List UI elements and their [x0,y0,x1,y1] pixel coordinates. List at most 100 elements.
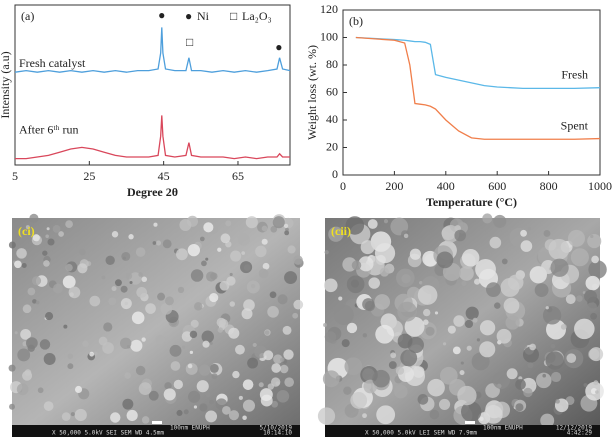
texture [129,272,142,285]
texture [461,280,467,287]
texture [155,334,165,345]
scale-bar [152,421,162,424]
texture [436,251,454,269]
texture [29,213,39,223]
texture [546,319,566,340]
y-axis-label: Intensity (a.u) [0,51,12,118]
texture [550,258,569,277]
texture [67,222,73,227]
texture [89,351,95,357]
texture [228,410,239,421]
texture [242,399,256,412]
texture [461,249,480,267]
texture [358,256,374,272]
texture [285,227,289,232]
texture [183,409,189,415]
texture [43,401,54,411]
texture [397,301,417,322]
texture [179,219,192,231]
texture [138,272,143,277]
texture [352,246,358,253]
x-tick-label: 65 [232,169,244,183]
texture [284,271,298,285]
texture [16,383,29,396]
texture [74,408,87,422]
sem-image: (ci) 100nm ENUPH X 50,000 5.0kV SEI SEM WD… [8,213,304,437]
texture [27,287,36,296]
texture [190,269,204,282]
texture [283,223,289,229]
texture [138,382,152,396]
texture [229,272,233,277]
x-axis-label: Temperature (°C) [426,195,517,209]
texture [323,278,338,293]
texture [374,294,391,310]
texture [595,390,599,394]
texture [110,412,121,423]
texture [181,331,193,342]
texture [482,213,493,224]
texture [45,312,54,321]
texture [501,258,508,265]
texture [587,301,597,312]
texture [457,385,477,406]
texture [205,392,211,398]
texture [343,386,352,395]
texture [135,365,146,376]
texture [269,291,277,299]
texture [209,292,219,303]
texture [283,349,294,360]
texture [141,337,146,342]
texture [169,344,182,357]
texture [362,413,367,419]
texture [375,324,394,344]
texture [459,266,474,281]
texture [43,353,56,365]
texture [240,261,253,274]
peak-marker: ● [275,40,282,54]
texture [284,377,294,388]
texture [259,388,273,402]
sem-image: (cii) 100nm ENUPH X 50,000 5.0kV LEI SEM W… [317,213,607,437]
texture [565,294,576,305]
texture [93,351,98,356]
texture [235,344,245,355]
texture [527,227,531,231]
texture [82,340,89,348]
info-bar [12,425,300,437]
texture [39,339,51,350]
texture [177,286,185,294]
texture [129,280,133,284]
texture [271,377,281,387]
texture [111,231,119,238]
texture [494,302,501,309]
texture [267,383,275,390]
texture [105,255,115,265]
texture [199,403,208,412]
texture [276,390,290,403]
texture [434,311,439,315]
texture [258,268,269,279]
texture [322,370,340,388]
texture [474,278,481,285]
texture [155,240,162,246]
texture [476,338,480,342]
texture [130,339,143,352]
texture [102,342,114,354]
texture [164,382,172,390]
texture [545,306,549,310]
texture [199,236,205,242]
texture [591,255,599,264]
texture [201,260,207,267]
texture [429,409,440,420]
texture [22,304,32,314]
texture [534,283,549,298]
texture [403,233,409,239]
texture [472,317,478,323]
texture [32,299,37,304]
texture [211,373,218,380]
texture [390,352,397,359]
plot-frame [14,4,291,166]
texture [576,295,583,302]
texture [271,363,281,373]
